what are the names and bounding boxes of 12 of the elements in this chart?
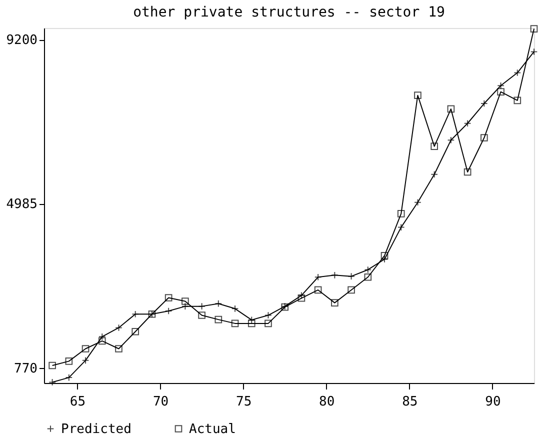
- legend-label: Predicted: [61, 422, 132, 437]
- x-tick-label: 70: [152, 394, 169, 410]
- legend-label: Actual: [189, 422, 236, 437]
- y-tick-label: 9200: [6, 33, 38, 48]
- x-tick-label: 65: [70, 394, 86, 410]
- y-tick-label: 4985: [6, 197, 38, 212]
- chart-title: other private structures -- sector 19: [133, 4, 445, 21]
- y-tick-label: 770: [14, 361, 38, 376]
- x-tick-label: 75: [236, 394, 252, 410]
- x-tick-label: 80: [319, 394, 335, 410]
- x-tick-label: 90: [485, 394, 501, 410]
- x-tick-label: 85: [402, 394, 418, 410]
